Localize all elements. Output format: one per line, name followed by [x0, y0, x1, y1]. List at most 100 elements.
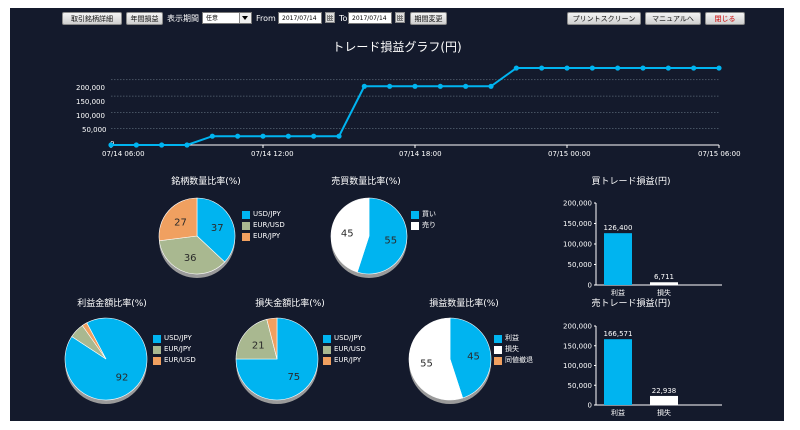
- legend-swatch: [494, 334, 502, 343]
- x-tick-label: 07/14 06:00: [102, 150, 145, 158]
- period-select-value: 任意: [206, 15, 219, 22]
- legend-swatch: [323, 356, 331, 365]
- period-label: 表示期間: [167, 14, 199, 23]
- legend-label: EUR/JPY: [334, 356, 362, 364]
- data-point: [285, 133, 291, 139]
- legend-label: 利益: [505, 334, 519, 342]
- slice-label: 55: [384, 235, 397, 246]
- legend-swatch: [153, 356, 161, 365]
- pie-slice: [196, 197, 236, 263]
- data-point: [311, 133, 317, 139]
- slice-label: 92: [116, 373, 129, 384]
- data-point: [564, 65, 570, 71]
- sell-trade-pl-bar-chart: 200,000 150,000 100,000 50,000 0 166,571 利益 22,…: [563, 323, 722, 417]
- pie-slice: [449, 317, 492, 399]
- category-label: 損失: [657, 288, 671, 297]
- pie-slice: [235, 318, 278, 360]
- data-point: [235, 133, 241, 139]
- print-screen-button[interactable]: プリントスクリーン: [567, 12, 641, 25]
- to-label: To: [339, 14, 348, 23]
- legend-item: USD/JPY: [242, 209, 285, 220]
- data-point: [387, 83, 393, 89]
- data-point: [463, 83, 469, 89]
- bar-value-label: 6,711: [654, 273, 674, 281]
- legend-item: USD/JPY: [153, 333, 196, 344]
- legend-swatch: [323, 334, 331, 343]
- data-point: [437, 83, 443, 89]
- buy-sell-qty-ratio-title: 売買数量比率(%): [331, 177, 401, 187]
- chevron-down-icon[interactable]: [239, 13, 251, 23]
- legend-item: USD/JPY: [323, 333, 366, 344]
- legend-item: 売り: [411, 220, 436, 231]
- trade-detail-button[interactable]: 取引銘柄詳細: [62, 12, 122, 25]
- data-point: [513, 65, 519, 71]
- slice-label: 45: [467, 351, 480, 362]
- close-button[interactable]: 閉じる: [705, 12, 745, 25]
- symbol-qty-ratio-title: 銘柄数量比率(%): [171, 177, 241, 187]
- to-calendar-icon[interactable]: [395, 12, 405, 23]
- y-tick-label: 150,000: [76, 98, 105, 106]
- change-period-button[interactable]: 期間変更: [410, 12, 447, 25]
- legend-label: EUR/USD: [334, 345, 366, 353]
- x-tick-label: 07/14 12:00: [251, 150, 294, 158]
- sell-trade-pl-title: 売トレード損益(円): [591, 299, 671, 309]
- data-point: [691, 65, 697, 71]
- x-tick-label: 07/15 00:00: [548, 150, 591, 158]
- y-tick-label: 150,000: [563, 342, 592, 350]
- slice-label: 45: [341, 229, 354, 240]
- loss-amount-legend: USD/JPY EUR/USD EUR/JPY: [323, 333, 366, 366]
- x-tick-label: 07/14 18:00: [399, 150, 442, 158]
- bar-value-label: 166,571: [604, 330, 633, 338]
- pie-slice: [158, 197, 198, 242]
- category-label: 利益: [611, 288, 625, 297]
- data-point: [361, 83, 367, 89]
- buy-trade-pl-title: 買トレード損益(円): [591, 177, 671, 187]
- symbol-qty-pie: 37 36 27: [158, 197, 236, 278]
- legend-label: USD/JPY: [334, 334, 362, 342]
- slice-label: 36: [184, 253, 197, 264]
- data-point: [133, 142, 139, 148]
- y-tick-label: 200,000: [563, 323, 592, 331]
- y-tick-label: 100,000: [76, 112, 105, 120]
- legend-label: 損失: [505, 345, 519, 353]
- legend-label: 売り: [422, 221, 436, 229]
- period-select[interactable]: 任意: [202, 12, 252, 24]
- data-point: [184, 142, 190, 148]
- legend-label: USD/JPY: [253, 210, 281, 218]
- from-date-input[interactable]: 2017/07/14: [278, 12, 322, 24]
- from-calendar-icon[interactable]: [325, 12, 335, 23]
- legend-item: EUR/JPY: [153, 344, 196, 355]
- pie-slice: [408, 317, 464, 401]
- x-tick-label: 07/15 06:00: [698, 150, 741, 158]
- y-tick-label: 50,000: [82, 126, 107, 134]
- slice-label: 37: [211, 223, 224, 234]
- y-tick-label: 200,000: [76, 84, 105, 92]
- legend-item: 買い: [411, 209, 436, 220]
- yearly-pl-button[interactable]: 年間損益: [126, 12, 163, 25]
- loss-amount-pie: 75 21: [235, 317, 319, 404]
- data-point: [539, 65, 545, 71]
- legend-swatch: [242, 232, 250, 241]
- y-tick-label: 50,000: [568, 382, 593, 390]
- category-label: 損失: [657, 408, 671, 417]
- legend-item: EUR/JPY: [242, 231, 285, 242]
- data-point: [336, 133, 342, 139]
- slice-label: 27: [174, 217, 187, 228]
- to-date-input[interactable]: 2017/07/14: [348, 12, 392, 24]
- category-label: 利益: [611, 408, 625, 417]
- profit-amount-legend: USD/JPY EUR/JPY EUR/USD: [153, 333, 196, 366]
- bar: [604, 233, 632, 285]
- data-point: [615, 65, 621, 71]
- legend-item: EUR/USD: [323, 344, 366, 355]
- legend-item: EUR/JPY: [323, 355, 366, 366]
- manual-button[interactable]: マニュアルへ: [645, 12, 701, 25]
- legend-item: EUR/USD: [153, 355, 196, 366]
- bar: [650, 395, 678, 405]
- bar: [650, 282, 678, 285]
- legend-swatch: [153, 345, 161, 354]
- legend-swatch: [323, 345, 331, 354]
- legend-swatch: [153, 334, 161, 343]
- pl-qty-legend: 利益 損失 同値撤退: [494, 333, 533, 366]
- data-point: [412, 83, 418, 89]
- y-tick-label: 50,000: [568, 261, 593, 269]
